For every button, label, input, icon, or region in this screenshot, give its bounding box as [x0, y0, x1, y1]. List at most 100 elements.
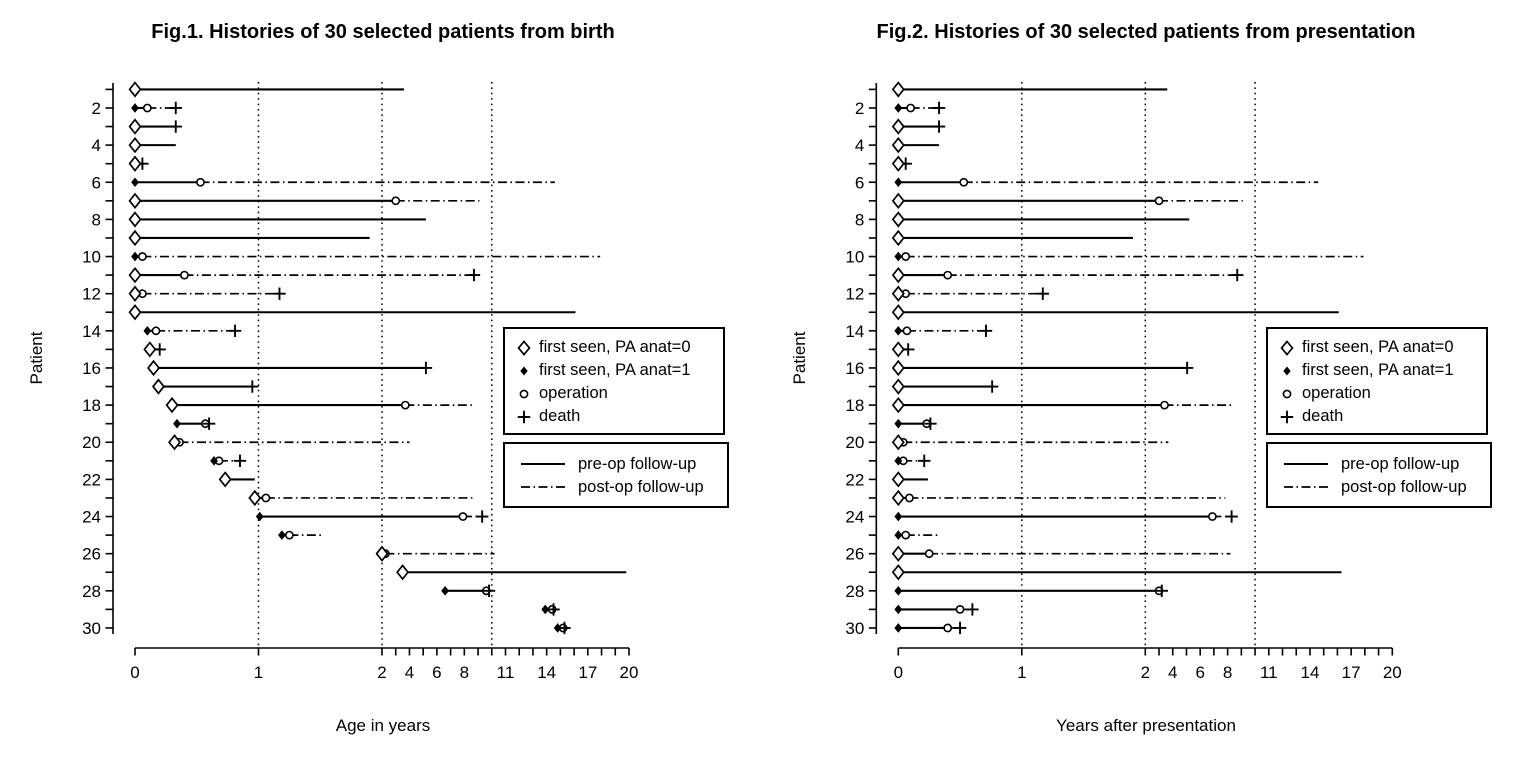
death-marker — [1231, 268, 1244, 282]
operation-marker — [138, 252, 147, 261]
patient-row-14 — [894, 324, 993, 338]
patient-row-12 — [891, 285, 1049, 302]
first-seen-open-diamond-marker — [147, 359, 161, 377]
first-seen-open-diamond-marker — [128, 229, 142, 247]
fig2-y-axis-label: Patient — [790, 331, 809, 385]
fig2-line-legend: pre-op follow-up post-op follow-up — [1266, 442, 1492, 508]
patient-row-2 — [894, 101, 946, 115]
death-marker — [966, 603, 979, 616]
first-seen-open-diamond-marker — [128, 285, 142, 302]
patient-row-10 — [131, 251, 601, 262]
first-seen-open-diamond-marker — [891, 304, 905, 321]
y-tick-label: 4 — [92, 136, 101, 155]
patient-row-15 — [143, 341, 166, 358]
patient-row-8 — [128, 211, 426, 228]
fig1-title: Fig.1. Histories of 30 selected patients… — [151, 21, 615, 43]
death-marker — [169, 101, 182, 115]
x-tick-label: 2 — [377, 663, 386, 682]
patient-row-20 — [891, 434, 1169, 451]
fig2-x-axis-label: Years after presentation — [1056, 716, 1236, 735]
patient-row-19 — [173, 417, 216, 430]
patient-row-14 — [143, 324, 242, 338]
death-marker — [246, 380, 259, 393]
open-circle-icon — [1276, 386, 1298, 402]
first-seen-filled-diamond-marker — [210, 456, 218, 466]
legend-item-label: first seen, PA anat=0 — [539, 338, 691, 356]
first-seen-filled-diamond-marker — [894, 326, 903, 336]
legend-item-label: first seen, PA anat=1 — [1302, 361, 1454, 379]
x-axis: 0 1 2 4 6 8 11 14 17 20 — [130, 647, 639, 682]
death-marker — [419, 361, 433, 375]
gridlines — [257, 82, 493, 648]
first-seen-open-diamond-marker — [891, 285, 905, 302]
death-marker — [482, 584, 496, 598]
operation-marker — [1208, 512, 1217, 521]
y-tick-label: 28 — [845, 582, 864, 601]
patient-row-5 — [891, 155, 912, 172]
first-seen-open-diamond-marker — [248, 489, 262, 507]
first-seen-filled-diamond-marker — [441, 586, 450, 596]
first-seen-filled-diamond-marker — [894, 623, 903, 633]
patient-row-9 — [128, 229, 370, 247]
legend-item-first-seen-anat1: first seen, PA anat=1 — [505, 359, 723, 382]
plus-icon — [513, 409, 535, 425]
patient-row-7 — [891, 192, 1243, 209]
legend-item-first-seen-anat0: first seen, PA anat=0 — [1268, 336, 1486, 359]
first-seen-open-diamond-marker — [128, 192, 142, 209]
first-seen-open-diamond-marker — [891, 341, 905, 358]
patient-row-26 — [375, 545, 495, 562]
x-tick-label: 20 — [620, 663, 639, 682]
legend-item-operation: operation — [505, 382, 723, 405]
y-tick-label: 30 — [845, 619, 864, 638]
patient-row-8 — [891, 211, 1190, 228]
operation-marker — [196, 177, 205, 187]
legend-item-label: death — [539, 407, 581, 425]
patient-row-17 — [151, 378, 259, 395]
y-tick-label: 16 — [845, 359, 864, 378]
legend-item-label: operation — [1302, 384, 1371, 402]
patient-row-18 — [891, 396, 1234, 414]
fig1-line-legend: pre-op follow-up post-op follow-up — [503, 442, 729, 508]
open-diamond-icon — [1276, 339, 1298, 356]
legend-item-label: post-op follow-up — [578, 478, 704, 496]
operation-marker — [179, 270, 189, 280]
death-marker — [1155, 584, 1168, 598]
patient-row-16 — [147, 359, 433, 377]
death-marker — [547, 603, 560, 616]
y-tick-label: 14 — [82, 322, 101, 341]
legend-item-postop-line: post-op follow-up — [1268, 476, 1490, 499]
legend-item-first-seen-anat1: first seen, PA anat=1 — [1268, 359, 1486, 382]
patient-row-11 — [128, 266, 481, 284]
x-tick-label: 4 — [405, 663, 414, 682]
y-tick-label: 28 — [82, 582, 101, 601]
first-seen-open-diamond-marker — [168, 434, 182, 451]
death-marker — [979, 324, 993, 338]
fig1-marker-legend: first seen, PA anat=0 first seen, PA ana… — [503, 327, 725, 435]
death-marker — [1225, 510, 1238, 523]
first-seen-filled-diamond-marker — [894, 604, 903, 615]
patient-row-22 — [218, 471, 255, 488]
plus-icon — [1276, 409, 1298, 425]
first-seen-open-diamond-marker — [128, 81, 142, 98]
first-seen-filled-diamond-marker — [894, 251, 903, 262]
fig1-y-axis-label: Patient — [27, 331, 46, 385]
patient-row-23 — [248, 489, 476, 507]
patient-row-12 — [128, 285, 286, 302]
patient-row-21 — [894, 454, 931, 468]
operation-marker — [901, 252, 911, 261]
patient-row-24 — [255, 510, 489, 523]
patient-row-29 — [894, 603, 979, 616]
x-tick-label: 1 — [254, 663, 263, 682]
first-seen-open-diamond-marker — [891, 564, 905, 581]
first-seen-open-diamond-marker — [128, 136, 142, 154]
first-seen-open-diamond-marker — [891, 136, 905, 154]
death-marker — [233, 454, 247, 468]
first-seen-filled-diamond-marker — [553, 623, 562, 633]
first-seen-open-diamond-marker — [891, 155, 905, 172]
y-tick-label: 6 — [855, 173, 864, 192]
legend-item-first-seen-anat0: first seen, PA anat=0 — [505, 336, 723, 359]
solid-line-icon — [520, 455, 566, 474]
